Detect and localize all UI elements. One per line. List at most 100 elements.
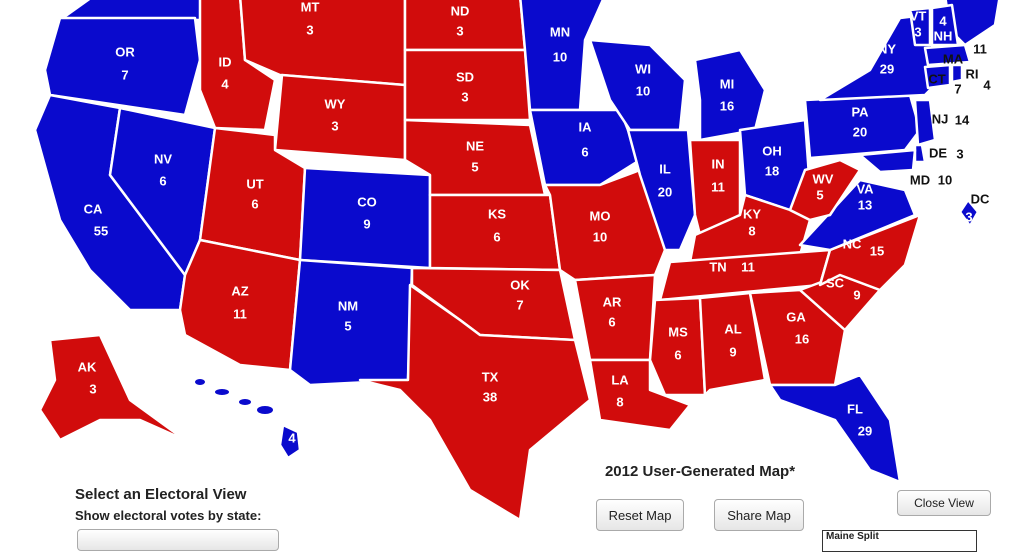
state-abbr: DE: [929, 145, 947, 160]
electoral-map: OR7CA55NV6ID4MT3WY3UT6AZ11CO9NM5ND3SD3NE…: [33, 0, 1001, 522]
state-abbr: IL: [659, 161, 671, 176]
state-abbr: AK: [78, 359, 97, 374]
state-votes: 10: [938, 172, 952, 187]
state-votes: 6: [251, 196, 258, 211]
state-abbr: SD: [456, 69, 474, 84]
state[interactable]: [950, 63, 964, 84]
panel-heading: Select an Electoral View: [75, 486, 247, 503]
state-votes: 3: [914, 24, 921, 39]
state[interactable]: [908, 6, 932, 47]
state[interactable]: [698, 291, 767, 397]
state-abbr: OK: [510, 277, 530, 292]
state-abbr: OR: [115, 44, 135, 59]
reset-button[interactable]: Reset Map: [596, 499, 684, 531]
state-abbr: ID: [219, 54, 232, 69]
state[interactable]: [768, 373, 902, 484]
state[interactable]: [273, 73, 407, 162]
state-votes: 11: [711, 179, 725, 194]
state[interactable]: [923, 43, 972, 67]
island: [195, 379, 205, 385]
state-abbr: WI: [635, 61, 651, 76]
state-abbr: MT: [301, 0, 320, 14]
unlabeled-states: [58, 0, 1001, 414]
state-votes: 3: [331, 118, 338, 133]
state-votes: 15: [870, 243, 884, 258]
state-abbr: MN: [550, 24, 570, 39]
state-abbr: CO: [357, 194, 377, 209]
state-abbr: MI: [720, 76, 734, 91]
state-abbr: NH: [934, 28, 953, 43]
state[interactable]: [913, 98, 937, 147]
state-votes: 14: [955, 112, 970, 127]
state-abbr: VA: [856, 181, 874, 196]
maine-split: Maine Split: [822, 530, 977, 552]
state-abbr: HI: [261, 427, 274, 442]
state-abbr: LA: [611, 372, 629, 387]
state-abbr: KS: [488, 206, 506, 221]
state-votes: 11: [233, 306, 247, 321]
state[interactable]: [288, 258, 414, 387]
state-votes: 55: [94, 223, 108, 238]
view-dropdown[interactable]: [77, 529, 279, 551]
state[interactable]: [278, 423, 302, 460]
state[interactable]: [858, 148, 917, 174]
state-votes: 6: [674, 347, 681, 362]
state-votes: 6: [493, 229, 500, 244]
close-button[interactable]: Close View: [897, 490, 991, 516]
state[interactable]: [178, 238, 302, 372]
state[interactable]: [358, 283, 592, 522]
state[interactable]: [403, 48, 532, 122]
state-votes: 5: [816, 187, 823, 202]
state-votes: 5: [471, 159, 478, 174]
state-abbr: RI: [966, 66, 979, 81]
state[interactable]: [626, 128, 697, 252]
state-abbr: OH: [762, 143, 782, 158]
state-votes: 6: [608, 314, 615, 329]
state-abbr: IN: [712, 156, 725, 171]
state-abbr: KY: [743, 206, 761, 221]
state[interactable]: [748, 288, 847, 387]
state-votes: 6: [159, 173, 166, 188]
state[interactable]: [38, 333, 187, 442]
state[interactable]: [788, 158, 862, 222]
state-votes: 11: [973, 41, 987, 56]
state-abbr: WV: [813, 171, 834, 186]
state[interactable]: [913, 143, 927, 164]
state-votes: 18: [765, 163, 779, 178]
state-votes: 9: [363, 216, 370, 231]
state-abbr: TX: [482, 369, 499, 384]
state[interactable]: [958, 198, 980, 228]
state[interactable]: [43, 16, 202, 117]
state-abbr: MO: [590, 208, 611, 223]
state-abbr: CT: [928, 71, 945, 86]
share-button[interactable]: Share Map: [714, 499, 804, 531]
state-abbr: NE: [466, 138, 484, 153]
state-abbr: AZ: [231, 283, 248, 298]
state[interactable]: [528, 108, 642, 187]
state-votes: 4: [221, 76, 229, 91]
state[interactable]: [648, 296, 707, 397]
map-title: 2012 User-Generated Map*: [605, 463, 795, 480]
state-votes: 9: [853, 287, 860, 302]
state-votes: 38: [483, 389, 497, 404]
state-votes: 5: [344, 318, 351, 333]
state[interactable]: [923, 63, 952, 90]
state-abbr: NM: [338, 298, 358, 313]
state[interactable]: [798, 178, 917, 252]
state-votes: 3: [89, 381, 96, 396]
panel-subheading: Show electoral votes by state:: [75, 508, 262, 523]
state-votes: 7: [121, 67, 128, 82]
state-votes: 20: [853, 124, 867, 139]
state-votes: 7: [516, 297, 523, 312]
state[interactable]: [693, 48, 767, 142]
state-votes: 10: [636, 83, 650, 98]
state-votes: 9: [729, 344, 736, 359]
island: [239, 399, 251, 405]
state-votes: 3: [965, 209, 972, 224]
state-abbr: NJ: [932, 111, 949, 126]
state-abbr: ND: [451, 3, 470, 18]
state-abbr: SC: [826, 275, 845, 290]
state-abbr: TN: [709, 259, 726, 274]
state-abbr: AL: [724, 321, 741, 336]
state-abbr: FL: [847, 401, 863, 416]
